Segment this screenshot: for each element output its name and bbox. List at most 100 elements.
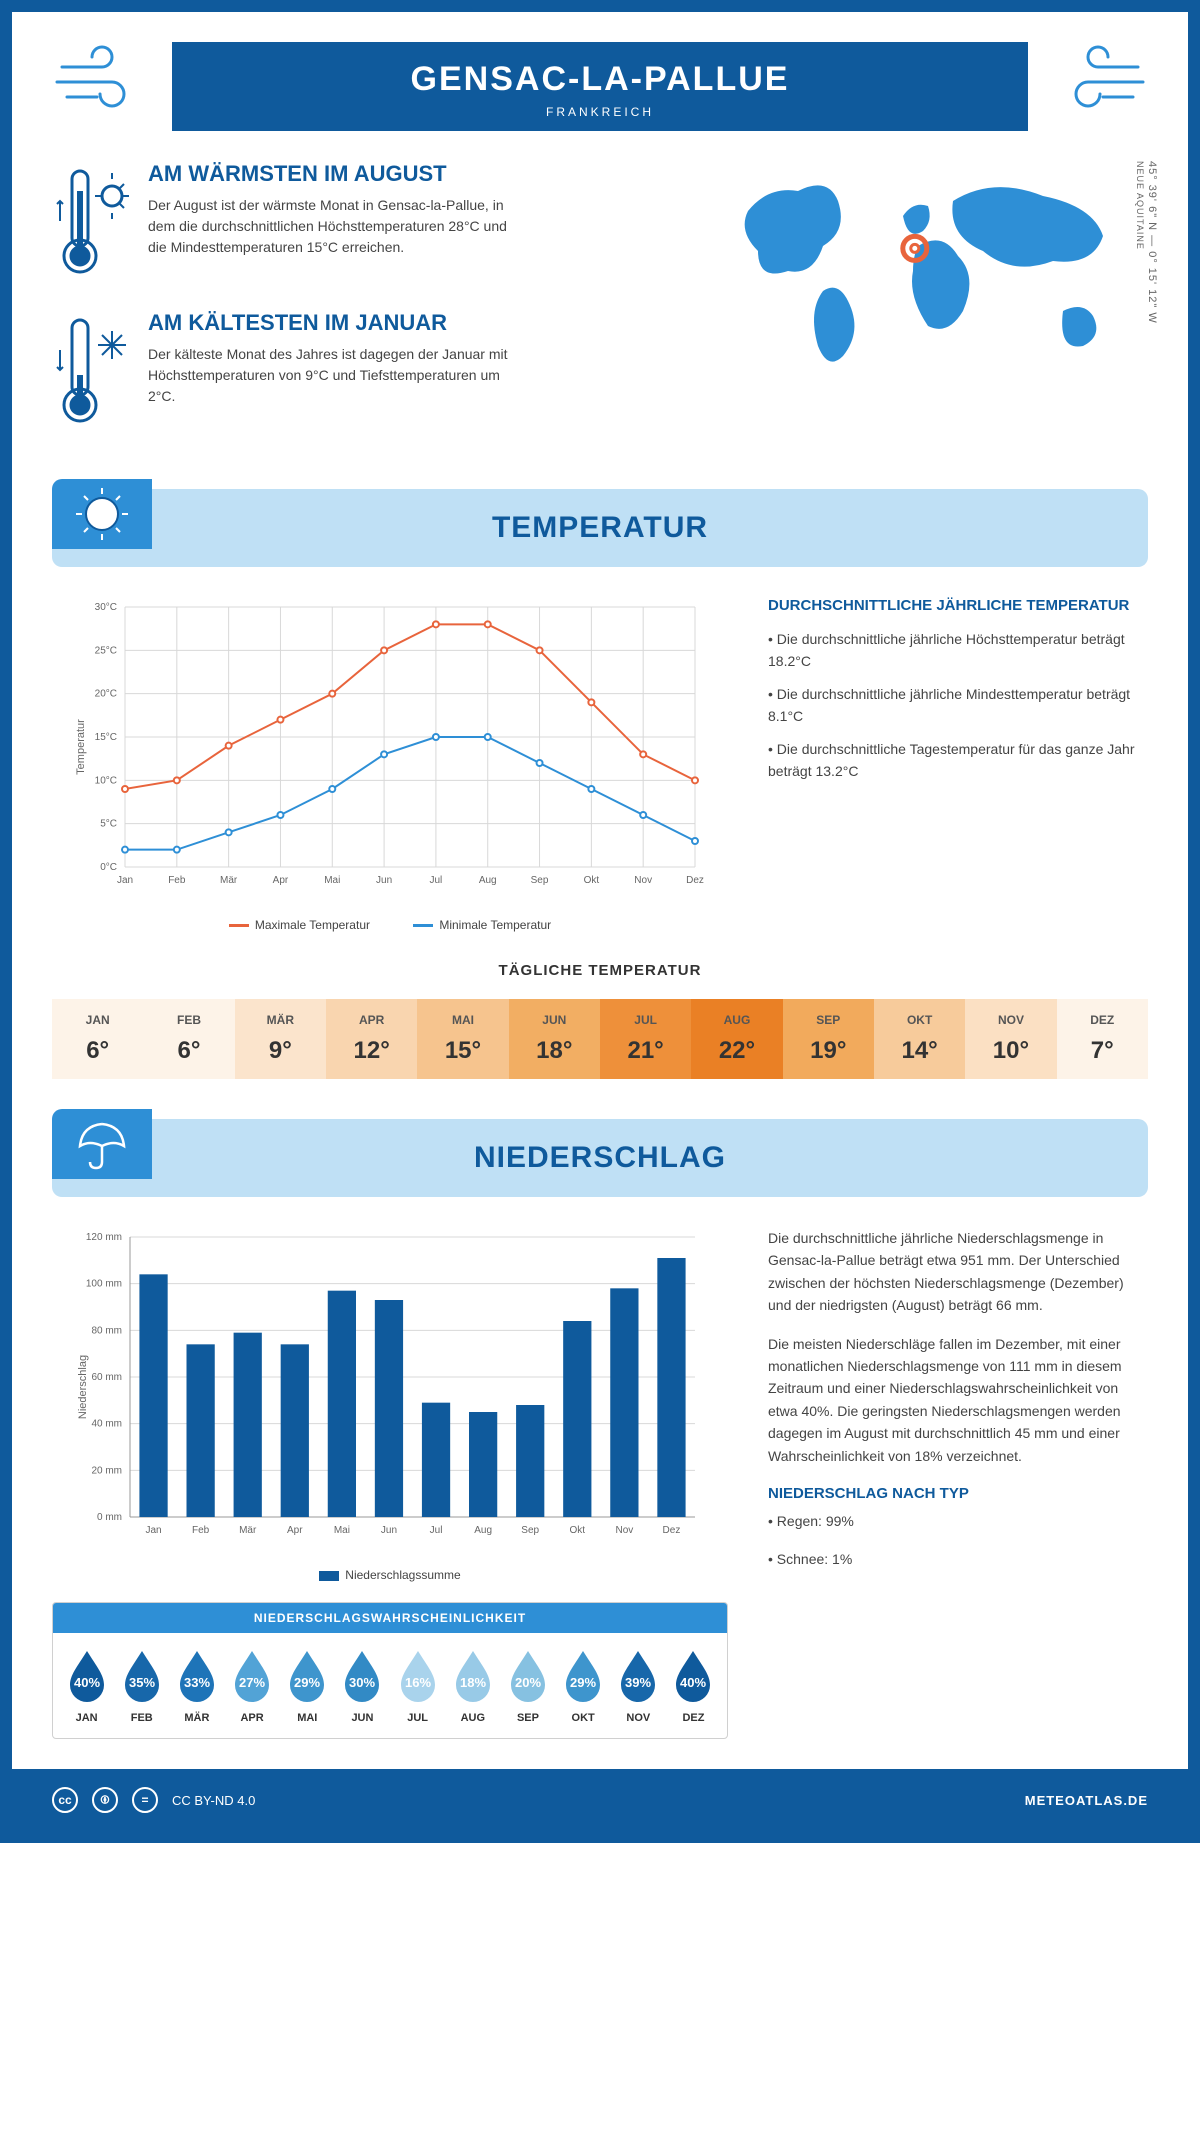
svg-text:Dez: Dez — [663, 1525, 681, 1536]
daily-temp-cell: JUN18° — [509, 999, 600, 1079]
svg-text:Okt: Okt — [570, 1525, 586, 1536]
svg-text:Apr: Apr — [273, 875, 289, 886]
svg-text:Sep: Sep — [531, 875, 549, 886]
precip-bytype-p2: • Schnee: 1% — [768, 1548, 1148, 1570]
cc-icon: cc — [52, 1787, 78, 1813]
probability-drop: 29%MAI — [280, 1647, 335, 1724]
svg-text:Mai: Mai — [324, 875, 340, 886]
daily-temp-cell: JUL21° — [600, 999, 691, 1079]
temp-info-p2: • Die durchschnittliche jährliche Mindes… — [768, 683, 1148, 728]
footer: cc 🅯 = CC BY-ND 4.0 METEOATLAS.DE — [12, 1769, 1188, 1831]
temperature-row: 0°C5°C10°C15°C20°C25°C30°CJanFebMärAprMa… — [52, 597, 1148, 932]
svg-text:0 mm: 0 mm — [97, 1512, 122, 1523]
svg-text:20°C: 20°C — [95, 689, 117, 700]
svg-text:Nov: Nov — [634, 875, 652, 886]
probability-drops: 40%JAN35%FEB33%MÄR27%APR29%MAI30%JUN16%J… — [53, 1633, 727, 1738]
facts-column: AM WÄRMSTEN IM AUGUST Der August ist der… — [52, 161, 668, 459]
svg-text:Jan: Jan — [117, 875, 133, 886]
precip-legend: Niederschlagssumme — [52, 1568, 728, 1582]
daily-temp-cell: OKT14° — [874, 999, 965, 1079]
svg-text:16%: 16% — [405, 1675, 431, 1690]
svg-text:40 mm: 40 mm — [91, 1419, 122, 1430]
svg-text:20 mm: 20 mm — [91, 1465, 122, 1476]
coldest-fact: AM KÄLTESTEN IM JANUAR Der kälteste Mona… — [52, 310, 668, 435]
svg-text:27%: 27% — [239, 1675, 265, 1690]
svg-text:40%: 40% — [680, 1675, 706, 1690]
svg-text:Temperatur: Temperatur — [75, 719, 87, 775]
license-block: cc 🅯 = CC BY-ND 4.0 — [52, 1787, 255, 1813]
warmest-fact: AM WÄRMSTEN IM AUGUST Der August ist der… — [52, 161, 668, 286]
svg-text:Jul: Jul — [430, 875, 443, 886]
daily-temp-cell: NOV10° — [965, 999, 1056, 1079]
svg-text:Apr: Apr — [287, 1525, 303, 1536]
temperature-line-chart: 0°C5°C10°C15°C20°C25°C30°CJanFebMärAprMa… — [52, 597, 728, 897]
temperature-chart-area: 0°C5°C10°C15°C20°C25°C30°CJanFebMärAprMa… — [52, 597, 728, 932]
svg-text:Sep: Sep — [521, 1525, 539, 1536]
temperature-info: DURCHSCHNITTLICHE JÄHRLICHE TEMPERATUR •… — [768, 597, 1148, 932]
svg-text:Aug: Aug — [479, 875, 497, 886]
svg-text:30%: 30% — [349, 1675, 375, 1690]
svg-text:0°C: 0°C — [100, 862, 117, 873]
probability-drop: 27%APR — [225, 1647, 280, 1724]
thermometer-cold-icon — [52, 310, 132, 435]
daily-temp-cell: JAN6° — [52, 999, 143, 1079]
svg-text:10°C: 10°C — [95, 775, 117, 786]
warmest-text: Der August ist der wärmste Monat in Gens… — [148, 195, 528, 258]
precipitation-bar-chart: 0 mm20 mm40 mm60 mm80 mm100 mm120 mmJanF… — [52, 1227, 728, 1547]
wind-icon-right — [1048, 42, 1148, 122]
svg-text:40%: 40% — [74, 1675, 100, 1690]
temperature-legend: Maximale Temperatur Minimale Temperatur — [52, 918, 728, 932]
svg-text:39%: 39% — [625, 1675, 651, 1690]
daily-temp-cell: DEZ7° — [1057, 999, 1148, 1079]
daily-temp-cell: FEB6° — [143, 999, 234, 1079]
svg-text:30°C: 30°C — [95, 602, 117, 613]
precipitation-heading: NIEDERSCHLAG — [52, 1119, 1148, 1197]
wind-icon-left — [52, 42, 152, 122]
probability-drop: 40%JAN — [59, 1647, 114, 1724]
daily-temp-cell: SEP19° — [783, 999, 874, 1079]
infographic-root: GENSAC-LA-PALLUE FRANKREICH AM WÄRMSTEN … — [0, 0, 1200, 1843]
header: GENSAC-LA-PALLUE FRANKREICH — [52, 42, 1148, 131]
precipitation-info: Die durchschnittliche jährliche Niedersc… — [768, 1227, 1148, 1739]
svg-text:Mär: Mär — [239, 1525, 257, 1536]
probability-title: NIEDERSCHLAGSWAHRSCHEINLICHKEIT — [53, 1603, 727, 1633]
probability-drop: 20%SEP — [500, 1647, 555, 1724]
probability-drop: 33%MÄR — [169, 1647, 224, 1724]
title-ribbon: GENSAC-LA-PALLUE FRANKREICH — [172, 42, 1028, 131]
daily-temp-cell: MÄR9° — [235, 999, 326, 1079]
svg-text:25°C: 25°C — [95, 645, 117, 656]
nd-icon: = — [132, 1787, 158, 1813]
precip-bytype-title: NIEDERSCHLAG NACH TYP — [768, 1485, 1148, 1502]
warmest-title: AM WÄRMSTEN IM AUGUST — [148, 161, 528, 187]
coordinates: 45° 39' 6" N — 0° 15' 12" W NEUE AQUITAI… — [1134, 161, 1158, 324]
svg-text:Mai: Mai — [334, 1525, 350, 1536]
page-subtitle: FRANKREICH — [172, 105, 1028, 119]
svg-text:Okt: Okt — [584, 875, 600, 886]
site-name: METEOATLAS.DE — [1025, 1793, 1148, 1808]
daily-temp-cell: MAI15° — [417, 999, 508, 1079]
svg-text:18%: 18% — [460, 1675, 486, 1690]
temperature-heading: TEMPERATUR — [52, 489, 1148, 567]
svg-text:Feb: Feb — [168, 875, 186, 886]
svg-text:100 mm: 100 mm — [86, 1279, 122, 1290]
svg-text:60 mm: 60 mm — [91, 1372, 122, 1383]
temp-info-p3: • Die durchschnittliche Tagestemperatur … — [768, 738, 1148, 783]
temperature-banner: TEMPERATUR — [52, 489, 1148, 567]
probability-drop: 16%JUL — [390, 1647, 445, 1724]
world-map-icon — [708, 161, 1148, 391]
probability-drop: 40%DEZ — [666, 1647, 721, 1724]
probability-box: NIEDERSCHLAGSWAHRSCHEINLICHKEIT 40%JAN 35… — [52, 1602, 728, 1739]
temp-info-title: DURCHSCHNITTLICHE JÄHRLICHE TEMPERATUR — [768, 597, 1148, 614]
probability-drop: 29%OKT — [556, 1647, 611, 1724]
probability-drop: 18%AUG — [445, 1647, 500, 1724]
svg-text:29%: 29% — [294, 1675, 320, 1690]
sun-icon — [52, 479, 152, 549]
coldest-title: AM KÄLTESTEN IM JANUAR — [148, 310, 528, 336]
page-title: GENSAC-LA-PALLUE — [172, 60, 1028, 99]
svg-text:35%: 35% — [129, 1675, 155, 1690]
svg-text:20%: 20% — [515, 1675, 541, 1690]
daily-temp-title: TÄGLICHE TEMPERATUR — [52, 962, 1148, 979]
coldest-text: Der kälteste Monat des Jahres ist dagege… — [148, 344, 528, 407]
svg-text:Dez: Dez — [686, 875, 704, 886]
daily-temp-cell: AUG22° — [691, 999, 782, 1079]
